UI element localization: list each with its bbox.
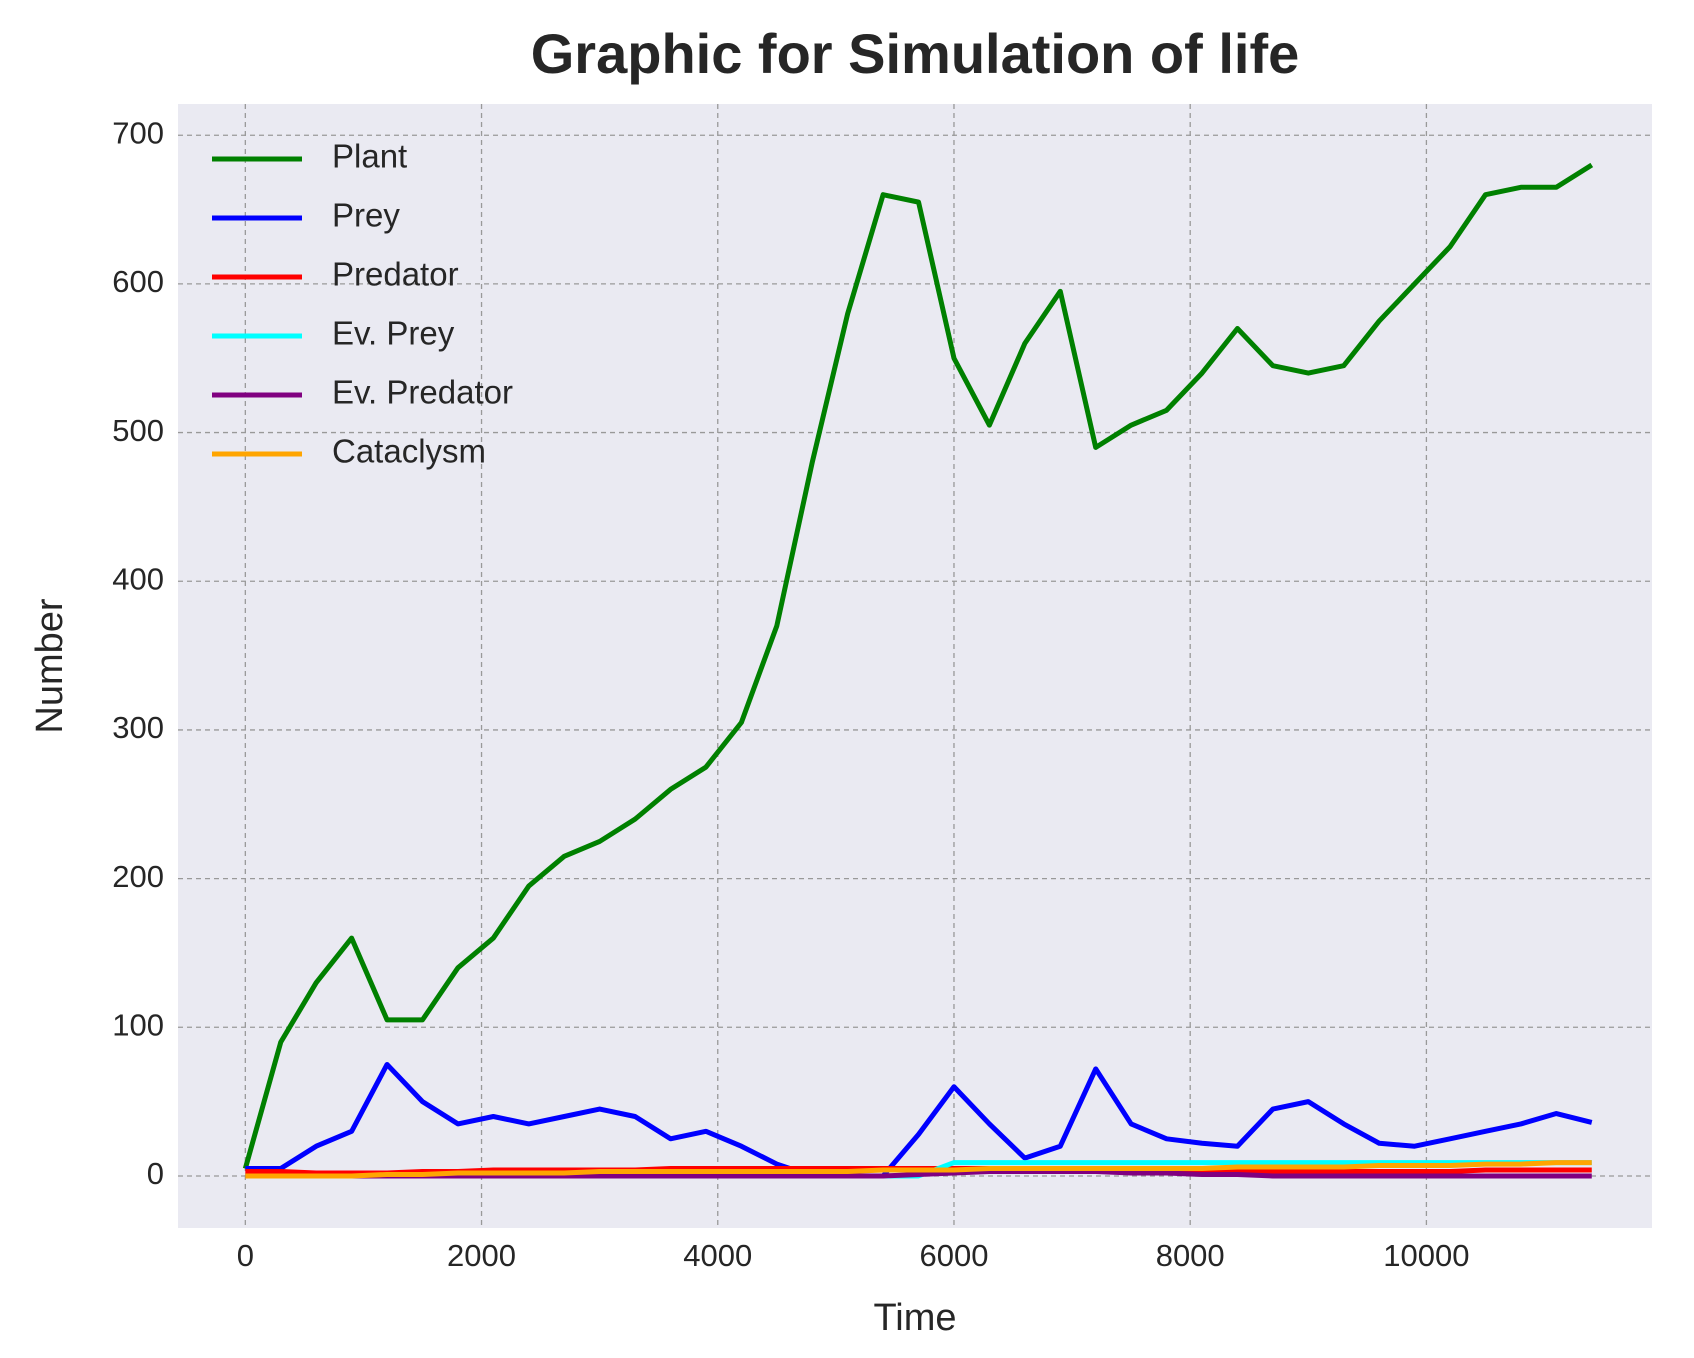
lines — [242, 162, 1594, 1179]
y-tick-label: 600 — [112, 264, 164, 299]
y-tick-label: 100 — [112, 1007, 164, 1042]
y-tick-label: 200 — [112, 859, 164, 894]
y-tick-label: 300 — [112, 710, 164, 745]
y-axis-label: Number — [29, 598, 71, 733]
legend-label: Ev. Predator — [332, 374, 513, 411]
legend-label: Plant — [332, 138, 407, 175]
legend-label: Prey — [332, 197, 400, 234]
x-tick-label: 6000 — [919, 1238, 988, 1273]
series-line — [245, 1169, 1592, 1179]
grid — [178, 104, 1652, 1228]
y-tick-label: 0 — [147, 1156, 164, 1191]
legend: Plant Prey Predator Ev. Prey Ev. Predator Cat… — [212, 138, 513, 470]
legend-label: Ev. Prey — [332, 315, 455, 352]
chart-title: Graphic for Simulation of life — [531, 22, 1300, 85]
x-tick-label: 8000 — [1156, 1238, 1225, 1273]
legend-label: Cataclysm — [332, 433, 486, 470]
y-tick-label: 700 — [112, 115, 164, 150]
series-line — [245, 1160, 1592, 1179]
x-tick-label: 10000 — [1383, 1238, 1469, 1273]
x-tick-label: 4000 — [683, 1238, 752, 1273]
y-tick-label: 500 — [112, 413, 164, 448]
series-line — [245, 1061, 1593, 1179]
x-axis-label: Time — [873, 1297, 956, 1339]
x-tick-label: 0 — [237, 1238, 254, 1273]
series-line — [242, 162, 1594, 1170]
x-tick-label: 2000 — [447, 1238, 516, 1273]
legend-label: Predator — [332, 256, 459, 293]
y-tick-label: 400 — [112, 561, 164, 596]
